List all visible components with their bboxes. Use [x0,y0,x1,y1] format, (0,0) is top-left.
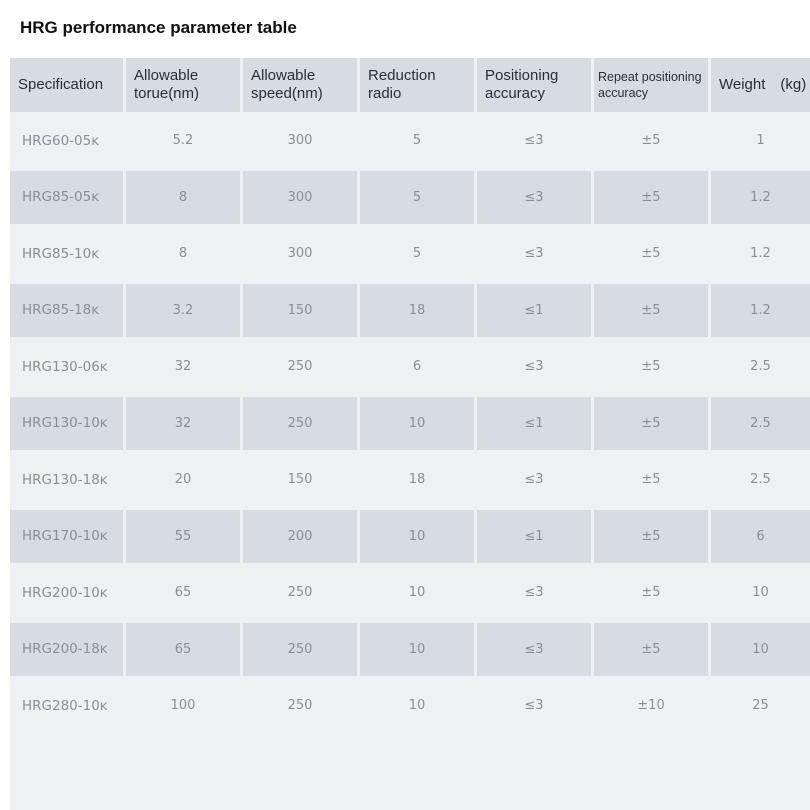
cell-torque: 20 [174,472,192,488]
cell-weight: 10 [752,585,769,601]
cell-repeat-positioning-accuracy: ±5 [594,170,708,224]
cell-positioning-accuracy: ≤3 [524,585,544,601]
cell-speed: 200 [243,509,357,563]
cell-specification: HRG85-10ᴋ [22,245,100,262]
cell-positioning-accuracy: ≤1 [477,396,591,450]
cell-repeat-positioning-accuracy: ±5 [594,396,708,450]
cell-weight: 6 [711,509,810,563]
cell-specification: HRG170-10ᴋ [10,509,123,563]
cell-weight: 2.5 [750,359,771,375]
cell-positioning-accuracy: ≤1 [477,509,591,563]
cell-specification: HRG85-05ᴋ [10,170,123,224]
cell-positioning-accuracy: ≤3 [477,622,591,676]
cell-speed: 150 [287,472,313,488]
cell-speed: 250 [243,622,357,676]
cell-reduction-ratio: 10 [408,585,426,601]
cell-torque: 100 [170,698,196,714]
cell-speed: 150 [243,283,357,337]
cell-weight: 2.5 [750,472,771,488]
cell-positioning-accuracy: ≤3 [524,472,544,488]
cell-positioning-accuracy: ≤3 [524,359,544,375]
cell-weight: 10 [711,622,810,676]
cell-reduction-ratio: 18 [408,472,426,488]
cell-reduction-ratio: 5 [412,246,422,262]
cell-positioning-accuracy: ≤3 [524,246,544,262]
cell-specification: HRG60-05ᴋ [22,132,100,149]
cell-reduction-ratio: 10 [360,396,474,450]
cell-positioning-accuracy: ≤3 [477,170,591,224]
cell-speed: 300 [243,170,357,224]
cell-weight: 1.2 [711,170,810,224]
cell-weight: 2.5 [711,396,810,450]
cell-reduction-ratio: 6 [412,359,422,375]
header-repeat-positioning-accuracy: Repeat positioning accuracy [594,58,708,112]
cell-reduction-ratio: 18 [360,283,474,337]
cell-weight: 1.2 [750,246,771,262]
cell-speed: 300 [287,133,313,149]
cell-reduction-ratio: 10 [360,622,474,676]
header-positioning-accuracy: Positioning accuracy [477,58,591,112]
cell-specification: HRG85-18ᴋ [10,283,123,337]
cell-speed: 250 [243,396,357,450]
cell-reduction-ratio: 5 [360,170,474,224]
cell-repeat-positioning-accuracy: ±5 [594,283,708,337]
header-torque: Allowable torue(nm) [126,58,240,112]
cell-positioning-accuracy: ≤3 [524,133,544,149]
cell-repeat-positioning-accuracy: ±5 [641,472,661,488]
cell-torque: 65 [126,622,240,676]
cell-weight: 25 [752,698,769,714]
cell-repeat-positioning-accuracy: ±5 [641,133,661,149]
cell-torque: 8 [178,246,188,262]
cell-specification: HRG130-06ᴋ [22,358,108,375]
cell-positioning-accuracy: ≤1 [477,283,591,337]
cell-torque: 32 [126,396,240,450]
cell-speed: 250 [287,698,313,714]
cell-torque: 8 [126,170,240,224]
header-reduction-ratio: Reduction radio [360,58,474,112]
cell-speed: 250 [287,585,313,601]
cell-reduction-ratio: 10 [360,509,474,563]
cell-specification: HRG200-10ᴋ [22,584,108,601]
cell-weight: 1.2 [711,283,810,337]
cell-torque: 55 [126,509,240,563]
page-title: HRG performance parameter table [20,18,297,37]
header-weight: Weight (kg) [711,58,810,112]
cell-repeat-positioning-accuracy: ±5 [641,359,661,375]
cell-torque: 65 [174,585,192,601]
cell-weight: 1 [756,133,765,149]
cell-specification: HRG200-18ᴋ [10,622,123,676]
cell-torque: 5.2 [172,133,194,149]
cell-repeat-positioning-accuracy: ±10 [637,698,665,714]
cell-repeat-positioning-accuracy: ±5 [594,509,708,563]
cell-reduction-ratio: 5 [412,133,422,149]
cell-speed: 300 [287,246,313,262]
cell-specification: HRG130-18ᴋ [22,471,108,488]
header-specification: Specification [10,58,123,112]
cell-speed: 250 [287,359,313,375]
cell-positioning-accuracy: ≤3 [524,698,544,714]
cell-reduction-ratio: 10 [408,698,426,714]
cell-specification: HRG130-10ᴋ [10,396,123,450]
cell-repeat-positioning-accuracy: ±5 [594,622,708,676]
cell-torque: 32 [174,359,192,375]
cell-specification: HRG280-10ᴋ [22,697,108,714]
cell-repeat-positioning-accuracy: ±5 [641,246,661,262]
cell-torque: 3.2 [126,283,240,337]
header-speed: Allowable speed(nm) [243,58,357,112]
cell-repeat-positioning-accuracy: ±5 [641,585,661,601]
